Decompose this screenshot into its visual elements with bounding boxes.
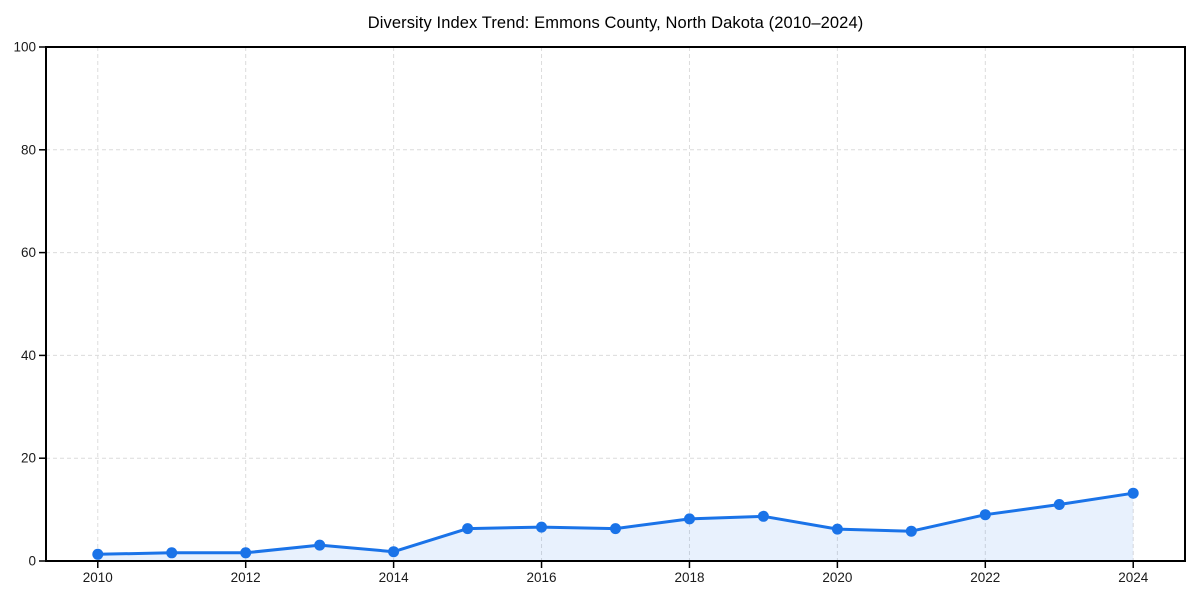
x-tick-label-2020: 2020 <box>822 570 852 585</box>
data-point-2011 <box>166 547 178 559</box>
data-point-2020 <box>831 523 843 535</box>
x-tick-label-2012: 2012 <box>231 570 261 585</box>
x-tick-label-2014: 2014 <box>379 570 410 585</box>
y-tick-label-40: 40 <box>21 348 36 363</box>
data-point-2022 <box>979 509 991 521</box>
data-point-2012 <box>240 547 252 559</box>
data-point-2018 <box>684 513 695 525</box>
series-area <box>97 493 1134 561</box>
chart-title: Diversity Index Trend: Emmons County, No… <box>367 14 864 32</box>
y-tick-label-80: 80 <box>21 142 36 157</box>
x-tick-label-2018: 2018 <box>674 570 704 585</box>
data-point-2014 <box>388 546 400 558</box>
data-point-2013 <box>314 539 326 551</box>
data-point-2021 <box>905 525 917 537</box>
y-tick-label-0: 0 <box>28 554 36 569</box>
x-tick-label-2022: 2022 <box>970 570 1000 585</box>
plot-border <box>45 46 1186 562</box>
data-point-2016 <box>536 521 547 533</box>
data-point-2023 <box>1053 499 1065 510</box>
x-tick-label-2024: 2024 <box>1118 570 1149 585</box>
data-point-2010 <box>92 548 104 560</box>
data-point-2015 <box>462 523 474 535</box>
data-point-2017 <box>610 523 621 535</box>
y-tick-label-100: 100 <box>13 40 36 55</box>
data-point-2024 <box>1127 487 1139 499</box>
y-tick-label-60: 60 <box>21 245 36 260</box>
x-tick-label-2010: 2010 <box>83 570 113 585</box>
x-tick-label-2016: 2016 <box>527 570 557 585</box>
data-point-2019 <box>757 510 769 522</box>
y-tick-label-20: 20 <box>21 451 36 466</box>
